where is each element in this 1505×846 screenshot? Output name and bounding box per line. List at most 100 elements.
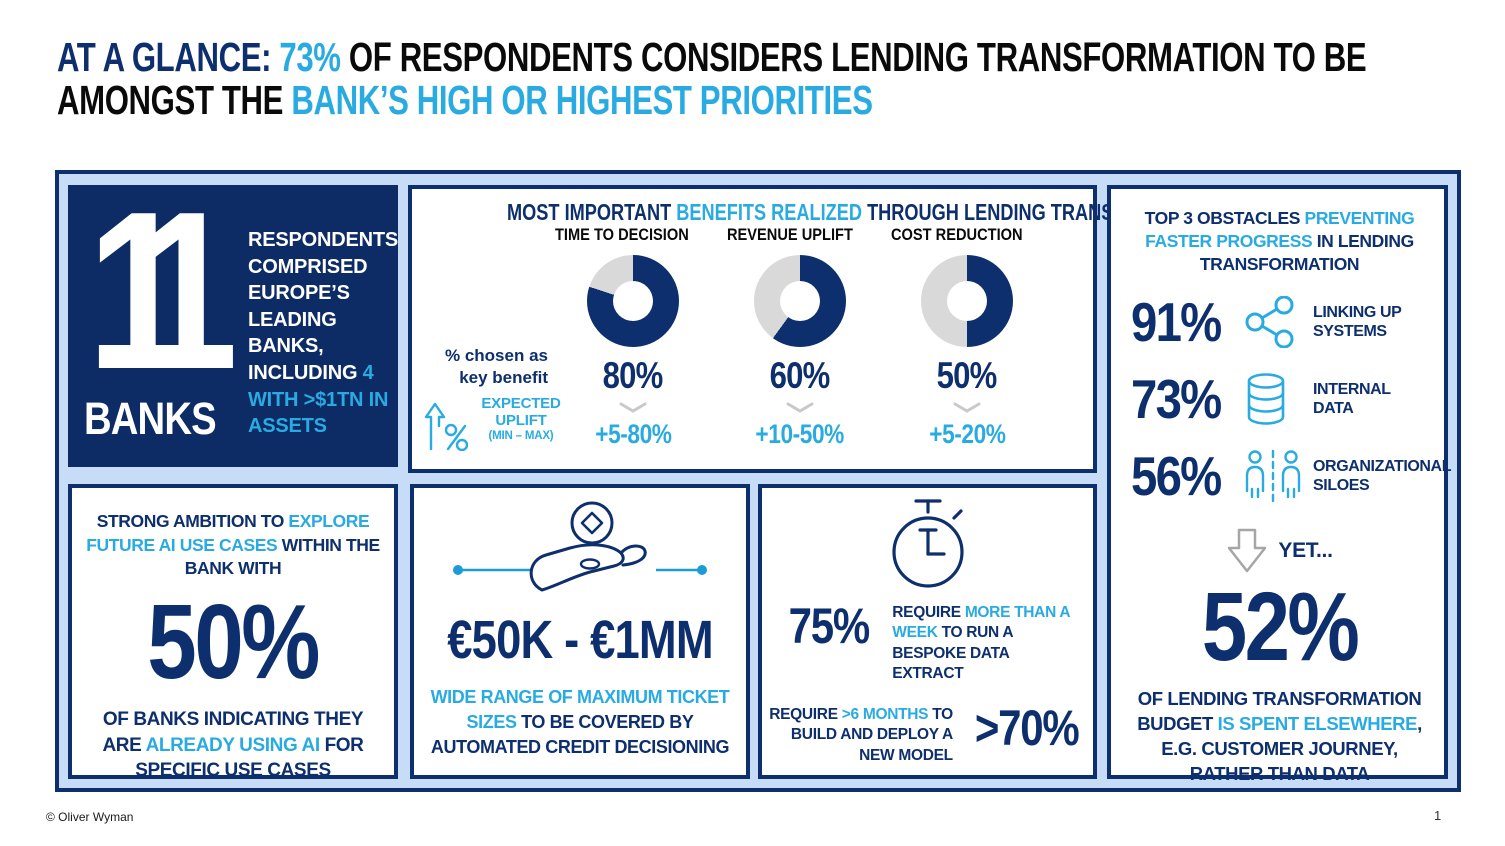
expected-uplift-label: EXPECTED UPLIFT (MIN – MAX) — [473, 395, 569, 442]
ai-description: OF BANKS INDICATING THEY ARE ALREADY USI… — [84, 707, 382, 784]
banks-desc-white: RESPONDENTS COMPRISED EUROPE’S LEADING B… — [248, 229, 399, 384]
ai-head-p1: STRONG AMBITION TO — [96, 511, 289, 531]
chevron-down-icon — [882, 400, 1052, 418]
obstacles-title: TOP 3 OBSTACLES PREVENTING FASTER PROGRE… — [1125, 207, 1434, 275]
ai-pct: 50% — [147, 582, 321, 701]
model-stat-row: REQUIRE >6 MONTHS TO BUILD AND DEPLOY A … — [762, 703, 1093, 766]
hand-coin-icon — [453, 501, 707, 596]
extract-desc-p1: REQUIRE — [892, 604, 965, 621]
ai-head-p3: WITHIN THE BANK WITH — [184, 534, 380, 579]
banks-count: 11 — [87, 164, 238, 416]
budget-desc-p1: OF LENDING TRANSFORMATION BUDGET — [1137, 688, 1422, 735]
panel-ticket-sizes: €50K - €1MM WIDE RANGE OF MAXIMUM TICKET… — [410, 484, 750, 779]
benefit-uplift: +5-20% — [928, 419, 1006, 449]
yet-text: YET... — [1278, 539, 1333, 563]
budget-description: OF LENDING TRANSFORMATION BUDGET IS SPEN… — [1125, 687, 1434, 787]
benefit-column-revenue-uplift: REVENUE UPLIFT 60% +10-50% — [715, 225, 885, 450]
panel-data-speed: 75% REQUIRE MORE THAN A WEEK TO RUN A BE… — [758, 484, 1097, 779]
yet-block: YET... — [1125, 528, 1434, 574]
extract-stat-row: 75% REQUIRE MORE THAN A WEEK TO RUN A BE… — [762, 601, 1093, 685]
panel-benefits: MOST IMPORTANT BENEFITS REALIZED THROUGH… — [408, 185, 1222, 473]
panel-ai-ambition: STRONG AMBITION TO EXPLORE FUTURE AI USE… — [68, 484, 398, 781]
ai-heading: STRONG AMBITION TO EXPLORE FUTURE AI USE… — [84, 510, 382, 581]
donut-chart-revenue-uplift — [754, 255, 846, 347]
donut-chart-time-to-decision — [587, 255, 679, 347]
budget-desc-p2: IS SPENT ELSEWHERE — [1217, 713, 1418, 735]
extract-desc-p2: MORE THAN A WEEK — [892, 604, 1070, 642]
benefits-title-p1: MOST IMPORTANT — [507, 199, 677, 225]
internal-data-icon — [1247, 373, 1285, 426]
ai-foot-p2: ALREADY USING AI — [145, 734, 321, 756]
model-description: REQUIRE >6 MONTHS TO BUILD AND DEPLOY A … — [767, 705, 953, 766]
ai-head-p2: EXPLORE FUTURE AI USE CASES — [86, 511, 370, 555]
stopwatch-icon-wrap — [762, 496, 1093, 597]
banks-description: RESPONDENTS COMPRISED EUROPE’S LEADING B… — [248, 227, 398, 459]
banks-number-block: 11 BANKS — [84, 164, 238, 459]
obstacles-title-p1: TOP 3 OBSTACLES — [1144, 208, 1305, 228]
obstacle-row-internal-data: 73% INTERNAL DATA — [1131, 367, 1434, 431]
extract-description: REQUIRE MORE THAN A WEEK TO RUN A BESPOK… — [892, 603, 1074, 685]
page-title: AT A GLANCE: 73% OF RESPONDENTS CONSIDER… — [57, 36, 1505, 121]
benefit-column-cost-reduction: COST REDUCTION 50% +5-20% — [882, 225, 1052, 450]
extract-pct: 75% — [788, 598, 870, 654]
panel-obstacles: TOP 3 OBSTACLES PREVENTING FASTER PROGRE… — [1107, 185, 1451, 784]
obstacle-label: ORGANIZATIONAL SILOES — [1313, 458, 1451, 495]
benefit-name: REVENUE UPLIFT — [726, 225, 853, 244]
ticket-desc-p2: TO BE COVERED BY AUTOMATED CREDIT DECISI… — [430, 712, 730, 758]
benefit-pct: 60% — [770, 355, 831, 396]
obstacle-pct: 91% — [1131, 291, 1222, 354]
model-desc-p3: TO BUILD AND DEPLOY A NEW MODEL — [790, 705, 953, 764]
budget-pct: 52% — [1201, 572, 1360, 682]
benefit-uplift: +5-80% — [594, 419, 672, 449]
title-amongst: AMONGST THE — [57, 76, 292, 123]
page-number: 1 — [1434, 808, 1442, 823]
benefit-column-time-to-decision: TIME TO DECISION 80% +5-80% — [548, 225, 718, 450]
uplift-percent-icon — [424, 402, 468, 451]
chevron-down-icon — [548, 400, 718, 418]
linking-systems-icon — [1245, 296, 1294, 349]
expected-uplift-label-block: EXPECTED UPLIFT (MIN – MAX) — [424, 395, 569, 451]
extract-desc-p3: TO RUN A BESPOKE DATA EXTRACT — [892, 624, 1013, 683]
benefit-pct: 50% — [937, 355, 998, 396]
obstacle-pct: 56% — [1131, 445, 1222, 508]
copyright: © Oliver Wyman — [46, 810, 134, 824]
title-line-1: AT A GLANCE: 73% OF RESPONDENTS CONSIDER… — [57, 34, 1367, 80]
title-73pct: 73% — [279, 34, 341, 80]
title-line-2: AMONGST THE BANK’S HIGH OR HIGHEST PRIOR… — [57, 76, 1366, 123]
benefits-title-p2: BENEFITS REALIZED — [676, 199, 863, 225]
benefit-name: TIME TO DECISION — [555, 225, 689, 244]
obstacle-label: INTERNAL DATA — [1313, 381, 1391, 418]
model-desc-p2: >6 MONTHS — [841, 705, 929, 723]
chevron-down-icon — [715, 400, 885, 418]
down-arrow-icon — [1228, 529, 1267, 573]
expected-uplift-text: EXPECTED UPLIFT — [481, 395, 561, 430]
budget-desc-p3: , E.G. CUSTOMER JOURNEY, RATHER THAN DAT… — [1161, 713, 1422, 785]
min-max-text: (MIN – MAX) — [488, 429, 554, 442]
benefit-uplift: +10-50% — [755, 419, 845, 449]
benefit-name: COST REDUCTION — [890, 225, 1023, 244]
benefits-title: MOST IMPORTANT BENEFITS REALIZED THROUGH… — [412, 199, 1222, 226]
obstacle-row-linking-systems: 91% LINKING UP SYSTEMS — [1131, 290, 1434, 354]
stopwatch-icon — [891, 499, 964, 588]
obstacle-pct: 73% — [1131, 368, 1222, 431]
infographic-board: 11 BANKS RESPONDENTS COMPRISED EUROPE’S … — [55, 170, 1461, 792]
model-pct: >70% — [974, 699, 1080, 756]
ticket-desc-p1: WIDE RANGE OF MAXIMUM TICKET SIZES — [430, 687, 730, 733]
ticket-description: WIDE RANGE OF MAXIMUM TICKET SIZES TO BE… — [414, 685, 746, 761]
ai-foot-p3: FOR SPECIFIC USE CASES — [135, 734, 364, 782]
obstacle-label: LINKING UP SYSTEMS — [1313, 304, 1402, 341]
donut-chart-cost-reduction — [921, 255, 1013, 347]
title-line1-rest: OF RESPONDENTS CONSIDERS LENDING TRANSFO… — [340, 34, 1367, 80]
banks-label: BANKS — [84, 392, 217, 444]
ticket-range: €50K - €1MM — [447, 610, 713, 670]
organizational-silos-icon — [1245, 450, 1301, 503]
title-priorities: BANK’S HIGH OR HIGHEST PRIORITIES — [291, 76, 873, 123]
obstacles-title-p3: IN LENDING TRANSFORMATION — [1199, 230, 1414, 274]
banks-desc-cyan: 4 WITH >$1TN IN ASSETS — [248, 361, 389, 438]
obstacles-title-p2: PREVENTING FASTER PROGRESS — [1145, 208, 1415, 251]
key-benefit-label: % chosen as key benefit — [445, 346, 548, 387]
ai-foot-p1: OF BANKS INDICATING THEY ARE — [102, 708, 364, 756]
panel-respondents: 11 BANKS RESPONDENTS COMPRISED EUROPE’S … — [68, 164, 398, 467]
title-at-a-glance: AT A GLANCE: — [57, 34, 280, 80]
model-desc-p1: REQUIRE — [769, 705, 842, 723]
